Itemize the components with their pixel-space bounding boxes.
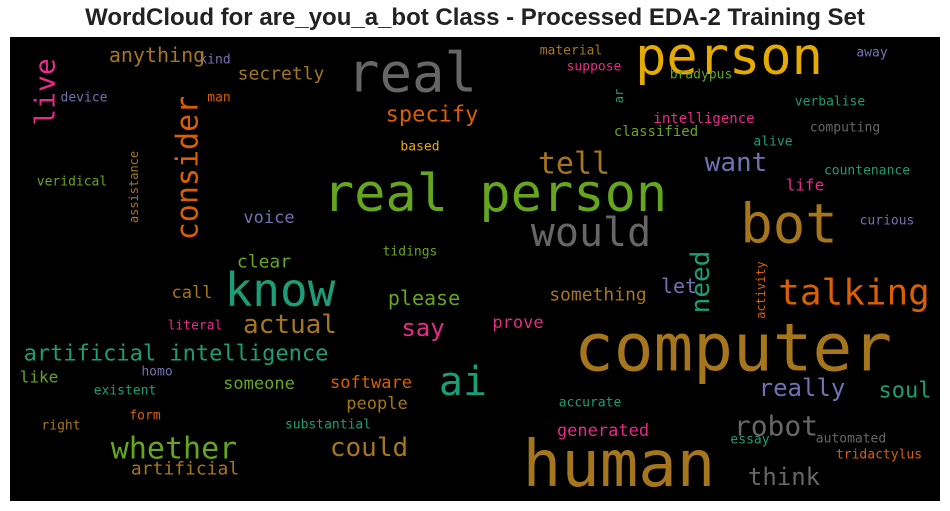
word-computing: computing [810, 121, 880, 136]
word-form: form [129, 409, 160, 424]
word-whether: whether [111, 432, 237, 467]
word-based: based [400, 140, 439, 155]
word-material: material [540, 44, 603, 59]
word-real-person: real person [323, 164, 667, 224]
word-like: like [20, 368, 59, 387]
word-tridactylus: tridactylus [836, 448, 922, 463]
word-software: software [330, 373, 412, 393]
word-bradypus: bradypus [670, 68, 733, 83]
word-say: say [401, 314, 444, 342]
word-bot: bot [740, 193, 838, 256]
words-layer: real person computer human bot person real kno… [20, 37, 932, 501]
word-clear: clear [237, 252, 291, 273]
word-computer: computer [574, 310, 892, 387]
word-automated: automated [816, 432, 886, 447]
word-away: away [856, 46, 887, 61]
word-kind: kind [199, 53, 230, 68]
word-know: know [225, 263, 336, 317]
word-tidings: tidings [383, 245, 438, 260]
word-accurate: accurate [559, 396, 622, 411]
word-prove: prove [492, 313, 543, 333]
word-assistance: assistance [127, 151, 141, 223]
word-really: really [759, 374, 846, 402]
word-real: real [347, 42, 477, 105]
chart-title: WordCloud for are_you_a_bot Class - Proc… [85, 4, 865, 31]
word-life: life [786, 176, 825, 195]
word-live: live [29, 58, 62, 125]
word-anything: anything [109, 43, 205, 67]
word-essay: essay [730, 433, 769, 448]
word-artificial-intelligence: artificial intelligence [24, 342, 329, 367]
word-please: please [388, 286, 460, 310]
word-ai: ai [439, 359, 487, 405]
word-something: something [549, 285, 647, 306]
word-activity: activity [754, 261, 768, 319]
word-think: think [748, 463, 821, 491]
word-secretly: secretly [238, 64, 325, 85]
word-intelligence: intelligence [653, 111, 754, 127]
word-alive: alive [753, 135, 792, 150]
word-consider: consider [171, 96, 206, 241]
word-people: people [346, 394, 407, 414]
word-device: device [61, 91, 108, 106]
word-literal: literal [168, 319, 223, 334]
word-human: human [523, 428, 716, 501]
word-substantial: substantial [285, 418, 371, 433]
word-voice: voice [243, 208, 294, 228]
word-homo: homo [141, 365, 172, 380]
word-actual: actual [243, 310, 337, 340]
word-let: let [661, 274, 697, 298]
word-countenance: countenance [824, 164, 910, 179]
word-artificial: artificial [131, 459, 239, 480]
word-existent: existent [94, 384, 157, 399]
cloud-background [10, 37, 940, 501]
word-robot: robot [734, 410, 818, 443]
word-curious: curious [860, 214, 915, 229]
word-could: could [330, 433, 408, 463]
word-would: would [531, 210, 651, 256]
word-generated: generated [557, 421, 649, 441]
word-ar: ar [612, 89, 626, 103]
word-need: need [686, 251, 716, 314]
word-person: person [635, 37, 823, 87]
word-call: call [172, 283, 213, 303]
word-verbalise: verbalise [795, 95, 866, 110]
word-someone: someone [223, 374, 295, 394]
word-right: right [41, 419, 80, 434]
word-suppose: suppose [567, 60, 622, 75]
word-veridical: veridical [37, 175, 107, 190]
word-cloud: real person computer human bot person real kno… [10, 37, 940, 501]
word-man: man [207, 91, 230, 106]
word-talking: talking [778, 273, 930, 314]
word-specify: specify [386, 103, 479, 128]
word-want: want [705, 148, 768, 178]
word-soul: soul [879, 379, 932, 404]
word-tell: tell [538, 147, 610, 182]
word-classified: classified [614, 124, 698, 140]
